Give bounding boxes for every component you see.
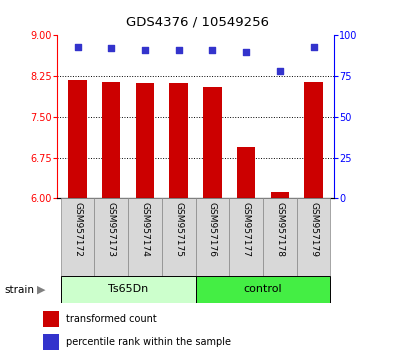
Bar: [196, 276, 330, 303]
Text: GSM957172: GSM957172: [73, 202, 82, 257]
Point: [142, 47, 148, 53]
Text: GSM957173: GSM957173: [107, 202, 116, 257]
Bar: [203, 87, 222, 198]
Text: strain: strain: [4, 285, 34, 295]
Text: GSM957179: GSM957179: [309, 202, 318, 257]
Text: Ts65Dn: Ts65Dn: [108, 284, 148, 295]
Point: [108, 46, 115, 51]
Text: GDS4376 / 10549256: GDS4376 / 10549256: [126, 16, 269, 29]
Point: [243, 49, 249, 55]
Text: GSM957178: GSM957178: [275, 202, 284, 257]
Point: [175, 47, 182, 53]
Bar: [135, 83, 154, 198]
Bar: [68, 80, 87, 198]
Point: [209, 47, 216, 53]
Bar: [94, 198, 128, 276]
Bar: [237, 147, 256, 198]
Bar: [102, 81, 120, 198]
Text: GSM957176: GSM957176: [208, 202, 217, 257]
Point: [310, 44, 317, 50]
Bar: [263, 198, 297, 276]
Bar: [61, 276, 196, 303]
Bar: [229, 198, 263, 276]
Text: transformed count: transformed count: [66, 314, 156, 325]
Bar: [169, 82, 188, 198]
Text: ▶: ▶: [37, 285, 46, 295]
Text: percentile rank within the sample: percentile rank within the sample: [66, 337, 231, 348]
Bar: [43, 311, 58, 327]
Bar: [304, 81, 323, 198]
Bar: [61, 198, 94, 276]
Bar: [297, 198, 330, 276]
Point: [276, 68, 283, 74]
Bar: [128, 198, 162, 276]
Point: [74, 44, 81, 50]
Bar: [162, 198, 196, 276]
Bar: [271, 192, 289, 198]
Bar: [43, 334, 58, 350]
Text: GSM957177: GSM957177: [242, 202, 250, 257]
Text: GSM957174: GSM957174: [141, 202, 149, 257]
Text: GSM957175: GSM957175: [174, 202, 183, 257]
Text: control: control: [244, 284, 282, 295]
Bar: [196, 198, 229, 276]
